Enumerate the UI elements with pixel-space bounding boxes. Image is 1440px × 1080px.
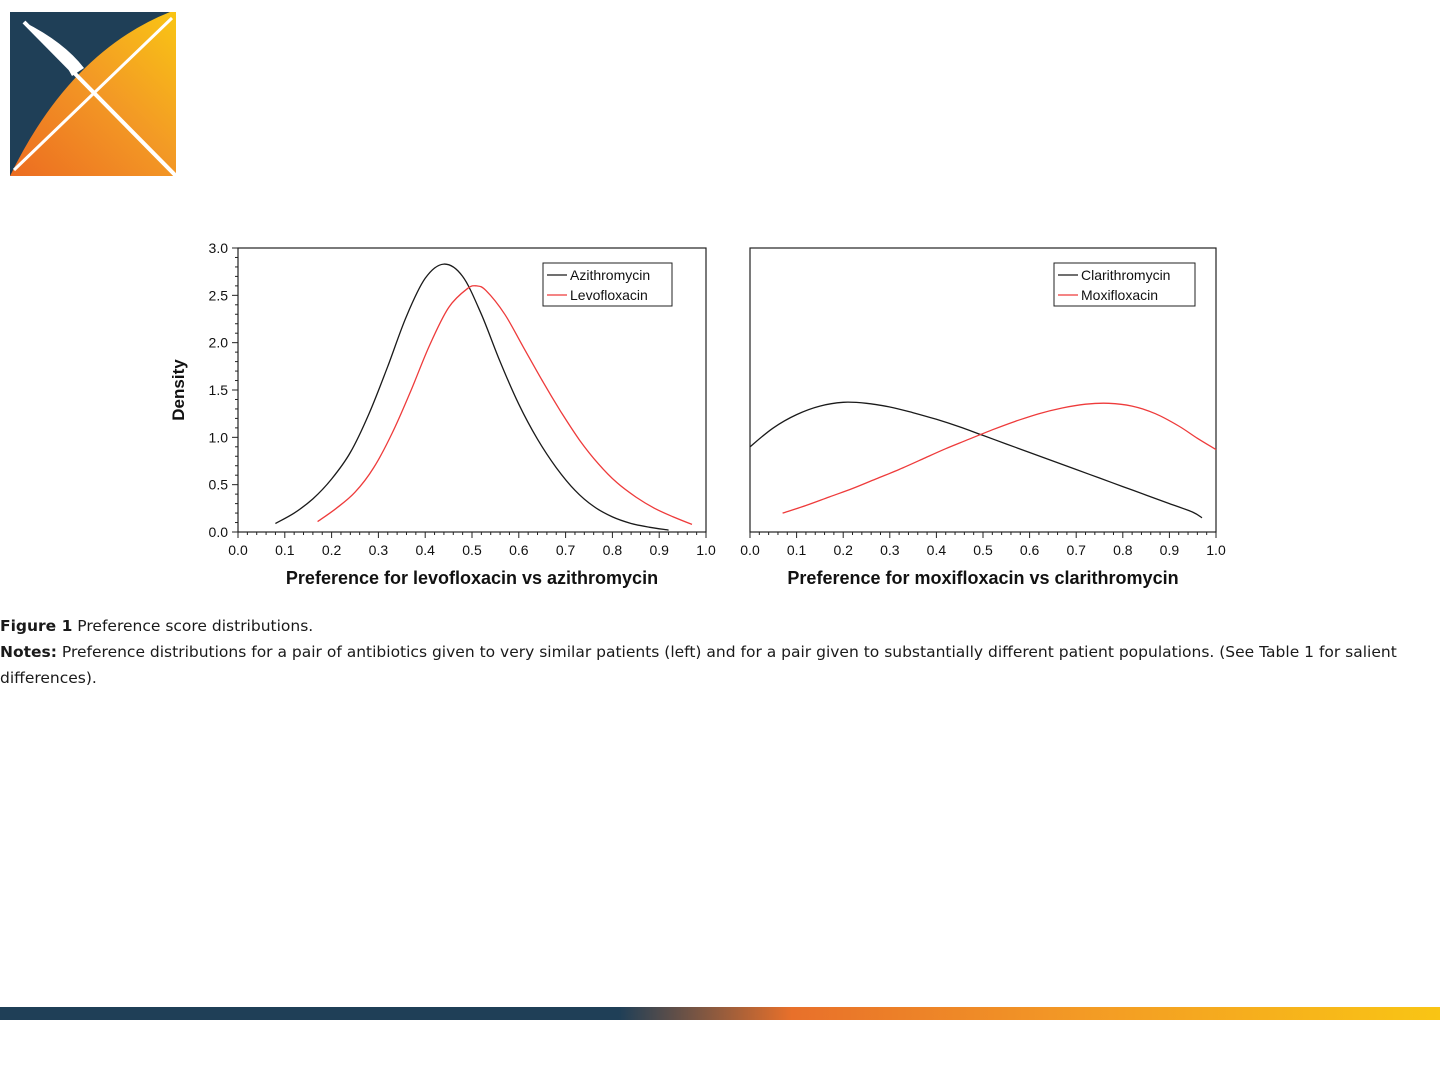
left-legend-label: Levofloxacin <box>570 287 648 303</box>
figure-caption: Figure 1 Preference score distributions. <box>0 613 1420 639</box>
right-legend-label: Clarithromycin <box>1081 267 1170 283</box>
left-x-tick-label: 0.7 <box>556 542 576 558</box>
logo-navy-wedge <box>10 12 170 176</box>
notes-text: Preference distributions for a pair of a… <box>0 643 1397 687</box>
left-x-tick-label: 0.6 <box>509 542 529 558</box>
right-x-tick-label: 0.2 <box>833 542 853 558</box>
right-x-tick-label: 0.4 <box>927 542 947 558</box>
right-legend-label: Moxifloxacin <box>1081 287 1158 303</box>
left-x-tick-label: 1.0 <box>696 542 716 558</box>
left-x-tick-label: 0.5 <box>462 542 482 558</box>
right-series-line-clarithromycin <box>749 401 1203 519</box>
notes-label: Notes: <box>0 643 57 661</box>
left-x-tick-label: 0.3 <box>369 542 389 558</box>
left-y-tick-label: 3.0 <box>209 240 229 256</box>
right-x-tick-label: 0.9 <box>1160 542 1180 558</box>
right-series-line-moxifloxacin <box>782 402 1217 514</box>
right-x-axis-label: Preference for moxifloxacin vs clarithro… <box>787 568 1178 588</box>
logo-swoosh <box>24 22 84 76</box>
right-x-tick-label: 0.7 <box>1066 542 1086 558</box>
left-series-line-levofloxacin <box>317 285 693 526</box>
left-y-tick-label: 2.0 <box>209 335 229 351</box>
left-x-tick-label: 0.1 <box>275 542 295 558</box>
right-x-tick-label: 0.6 <box>1020 542 1040 558</box>
right-x-tick-label: 0.5 <box>973 542 993 558</box>
right-x-tick-label: 1.0 <box>1206 542 1226 558</box>
left-y-tick-label: 2.5 <box>209 287 229 303</box>
right-x-tick-label: 0.0 <box>740 542 760 558</box>
logo <box>10 12 176 176</box>
notes-caption: Notes: Preference distributions for a pa… <box>0 639 1420 691</box>
left-y-axis-label: Density <box>169 359 188 421</box>
chart-right: 0.0 0.1 0.2 0.3 0.4 0.5 0.6 0.7 0.8 0.9 1.0 Prefere… <box>740 247 1226 588</box>
right-x-tick-label: 0.1 <box>787 542 807 558</box>
left-legend-label: Azithromycin <box>570 267 650 283</box>
left-x-tick-label: 0.8 <box>603 542 623 558</box>
logo-cross-line-1 <box>22 20 176 176</box>
left-x-tick-label: 0.2 <box>322 542 342 558</box>
left-y-tick-label: 1.0 <box>209 429 229 445</box>
right-x-tick-label: 0.3 <box>880 542 900 558</box>
left-x-tick-label: 0.0 <box>228 542 248 558</box>
left-x-tick-label: 0.4 <box>415 542 435 558</box>
figure-label: Figure 1 <box>0 617 73 635</box>
figure-text: Preference score distributions. <box>72 617 314 635</box>
logo-cross-line-2 <box>12 16 174 172</box>
left-series-line-azithromycin <box>275 263 669 531</box>
left-x-tick-label: 0.9 <box>649 542 669 558</box>
right-x-tick-label: 0.8 <box>1113 542 1133 558</box>
left-y-tick-label: 0.5 <box>209 477 229 493</box>
left-x-axis-label: Preference for levofloxacin vs azithromy… <box>286 568 658 588</box>
chart-left: 0.0 0.1 0.2 0.3 0.4 0.5 0.6 0.7 0.8 0.9 1.0 0.0 0.5 1… <box>169 240 716 588</box>
left-legend-box <box>542 262 673 307</box>
left-y-tick-label: 0.0 <box>209 524 229 540</box>
footer-gradient-bar <box>0 1007 1440 1020</box>
left-y-tick-label: 1.5 <box>209 382 229 398</box>
right-legend-box <box>1053 262 1196 307</box>
